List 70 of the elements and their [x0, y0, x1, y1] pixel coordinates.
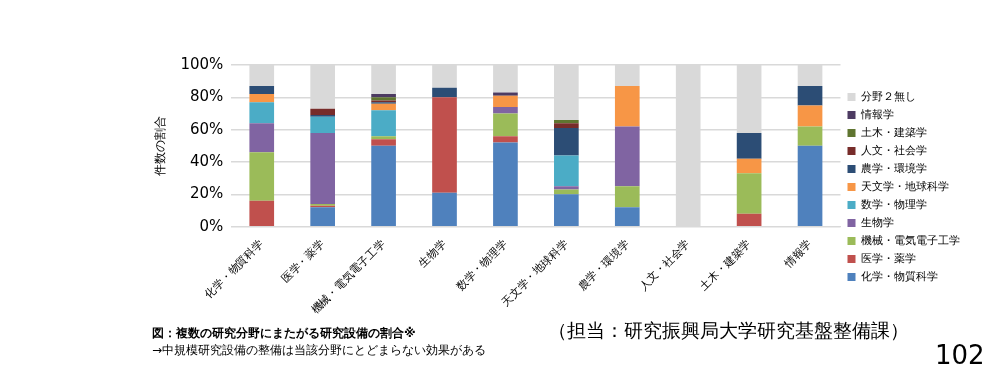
bar	[310, 116, 335, 133]
bar	[432, 97, 457, 193]
bar	[554, 155, 579, 187]
legend-label: 人文・社会学	[861, 143, 927, 157]
x-tick-label: 生物学	[416, 237, 449, 270]
text: 図：複数の研究分野にまたがる研究設備の割合※	[152, 325, 416, 342]
text: →中規模研究設備の整備は当該分野にとどまらない効果がある	[152, 342, 487, 359]
bar	[797, 145, 823, 226]
x-tick-label: 医学・薬学	[278, 237, 327, 286]
bar	[371, 139, 396, 146]
bar	[554, 189, 579, 195]
bar	[432, 87, 457, 98]
bar	[310, 207, 335, 226]
legend-label: 生物学	[861, 215, 894, 229]
bar	[554, 123, 579, 129]
bar	[797, 86, 823, 106]
y-tick-label: 0%	[199, 216, 224, 235]
legend-label: 情報学	[860, 107, 894, 121]
y-tick-label: 80%	[189, 87, 224, 106]
bar	[249, 94, 275, 103]
y-tick-label: 100%	[180, 54, 224, 73]
legend-label: 数学・物理学	[861, 197, 927, 211]
bar	[493, 113, 518, 137]
bar	[493, 92, 518, 96]
bar	[371, 103, 396, 111]
bar	[554, 186, 579, 190]
y-tick-label: 40%	[189, 151, 224, 170]
text: 102	[935, 340, 985, 368]
x-tick-label: 情報学	[780, 237, 815, 271]
bar	[493, 107, 518, 114]
bar	[797, 105, 823, 127]
x-tick-label: 人文・社会学	[636, 237, 693, 294]
bar	[736, 213, 762, 226]
bar	[554, 194, 579, 226]
bar	[614, 126, 640, 187]
bar	[371, 136, 396, 140]
bar	[249, 102, 275, 124]
legend-label: 土木・建築学	[861, 125, 927, 139]
bar	[310, 132, 335, 205]
bar	[249, 86, 275, 95]
x-tick-label: 土木・建築学	[697, 237, 754, 294]
bar	[797, 126, 823, 146]
legend-label: 天文学・地球科学	[861, 179, 949, 193]
bar	[554, 128, 579, 156]
x-tick-label: 化学・物質科学	[202, 237, 266, 301]
bar	[371, 145, 396, 226]
bar	[493, 95, 518, 108]
bar	[249, 200, 275, 226]
bar	[736, 173, 762, 214]
bar	[493, 142, 518, 226]
y-tick-label: 20%	[189, 184, 224, 203]
bar	[736, 158, 762, 174]
legend-label: 分野２無し	[861, 89, 916, 103]
bar	[614, 86, 640, 127]
bar	[249, 152, 275, 201]
y-tick-label: 60%	[189, 119, 224, 138]
legend-label: 農学・環境学	[861, 161, 927, 175]
x-tick-label: 数学・物理学	[453, 237, 510, 294]
y-axis-title: 件数の割合	[153, 115, 168, 176]
bar	[493, 136, 518, 143]
bar	[614, 186, 640, 208]
bar	[249, 123, 275, 153]
bar	[736, 132, 762, 159]
text: （担当：研究振興局大学研究基盤整備課）	[548, 318, 909, 343]
bar	[432, 192, 457, 226]
bar	[310, 108, 335, 116]
bar	[554, 119, 579, 124]
x-tick-label: 農学・環境学	[575, 237, 632, 294]
bar	[614, 207, 640, 226]
bar	[371, 110, 396, 137]
